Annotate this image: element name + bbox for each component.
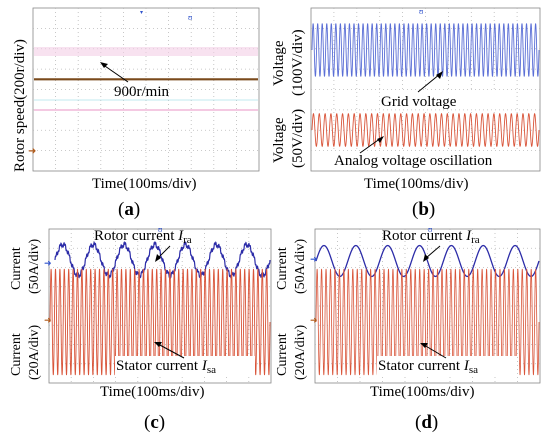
caption-c: (c): [144, 412, 165, 433]
panel-b-ylabel-2b: (50V/div): [290, 109, 306, 168]
panel-c-ylabel-2a: Current: [9, 333, 24, 376]
panel-d-annotation-1-text: Rotor current: [382, 228, 463, 244]
panel-d-annotation-2-text: Stator current: [378, 358, 461, 374]
panel-b-annotation-1: Grid voltage: [381, 94, 457, 110]
panel-c-annotation-2-I: I: [201, 358, 208, 374]
panel-a-annotation: 900r/min: [114, 84, 169, 100]
panel-c-arrowhead-2: [154, 342, 162, 347]
caption-b-letter: b: [418, 199, 429, 220]
caption-b: (b): [412, 199, 435, 220]
panel-b-marker-ch: ʊ: [419, 7, 424, 16]
panel-a-xlabel: Time(100ms/div): [92, 176, 196, 192]
panel-d-label-bg2: [377, 356, 517, 376]
panel-b-oscillation-trace: [311, 112, 540, 148]
caption-a: (a): [118, 199, 140, 220]
panel-c-ylabel-1b: (50A/div): [27, 238, 42, 294]
panel-d-ch-marker-1: ➜: [310, 254, 318, 264]
panel-a: 900r/min Rotor speed(200r/div) Time(100m…: [12, 7, 260, 192]
panel-d-arrow-2: [423, 344, 447, 359]
panel-b-annotation-2: Analog voltage oscillation: [334, 153, 493, 169]
panel-d-ylabel-2a: Current: [275, 333, 290, 376]
panel-c-arrow-2: [157, 343, 185, 359]
panel-c-xlabel: Time(100ms/div): [100, 384, 204, 400]
panel-d-rotor-current-trace: [315, 244, 540, 278]
caption-d: (d): [415, 412, 438, 433]
panel-d-xlabel: Time(100ms/div): [370, 384, 474, 400]
panel-a-arrowhead: [100, 62, 108, 68]
panel-c: Rotor current Ira Stator current Isa Cur…: [9, 225, 272, 400]
panel-c-annotation-1-sub: ra: [183, 234, 192, 246]
caption-c-letter: c: [150, 412, 158, 433]
panel-c-ylabel-2b: (20A/div): [27, 324, 42, 380]
panel-a-ylabel: Rotor speed(200r/div): [12, 39, 28, 172]
panel-d-arrowhead-1: [423, 254, 429, 262]
panel-c-ch-marker-2: ➜: [44, 315, 52, 325]
panel-d-annotation-2-I: I: [463, 358, 470, 374]
panel-d-annotation-1: Rotor current Ira: [382, 228, 480, 246]
panel-c-annotation-1: Rotor current Ira: [94, 228, 192, 246]
panel-d-arrow-1: [425, 245, 441, 259]
panel-b-ylabel-1a: Voltage: [271, 40, 287, 86]
panel-b: Grid voltage Analog voltage oscillation …: [271, 7, 541, 192]
panel-c-marker-ch: ʊ: [158, 225, 163, 234]
panel-d-annotation-1-sub: ra: [471, 234, 480, 246]
panel-c-annotation-2-text: Stator current: [116, 358, 199, 374]
panel-d-ylabel-1a: Current: [275, 247, 290, 290]
panel-b-ylabel-2a: Voltage: [271, 117, 287, 163]
panel-b-arrow-2: [359, 137, 382, 154]
panel-a-arrow: [101, 63, 129, 83]
panel-c-annotation-2-sub: sa: [207, 364, 216, 376]
panel-c-ylabel-1a: Current: [9, 247, 24, 290]
panel-d-ch-marker-2: ➜: [310, 315, 318, 325]
panel-c-label-bg2: [115, 356, 255, 376]
panel-b-ylabel-1b: (100V/div): [290, 29, 306, 96]
panel-b-grid-voltage-trace: [311, 23, 540, 77]
caption-a-letter: a: [124, 199, 134, 220]
panel-b-label-bg1: [380, 91, 498, 109]
panel-c-ch-marker-1: ➜: [44, 258, 52, 268]
panel-c-rotor-current-trace: [54, 241, 271, 279]
panel-d-ylabel-1b: (50A/div): [293, 238, 308, 294]
panel-c-annotation-1-text: Rotor current: [94, 228, 175, 244]
panel-b-xlabel: Time(100ms/div): [364, 176, 468, 192]
panel-d-marker-ch: ʊ: [428, 225, 433, 234]
panel-a-marker-t: ▾: [140, 10, 143, 16]
panel-d-ylabel-2b: (20A/div): [293, 324, 308, 380]
panel-c-arrowhead-1: [155, 254, 161, 262]
panel-a-marker-ch: ʊ: [188, 13, 193, 22]
panel-a-ch-marker: ➜: [28, 146, 36, 157]
panel-b-label-bg2: [333, 152, 533, 169]
panel-d-arrowhead-2: [420, 343, 428, 348]
panel-c-arrow-1: [157, 245, 171, 259]
panel-b-arrowhead-1: [436, 71, 443, 79]
panel-d: Rotor current Ira Stator current Isa Cur…: [275, 225, 541, 400]
panel-d-annotation-2: Stator current Isa: [378, 358, 478, 376]
caption-d-letter: d: [421, 412, 432, 433]
panel-a-marker-band: [34, 47, 258, 56]
panel-d-annotation-2-sub: sa: [469, 364, 478, 376]
panel-b-arrowhead-2: [377, 136, 384, 143]
panel-d-annotation-1-I: I: [465, 228, 472, 244]
panel-c-annotation-2: Stator current Isa: [116, 358, 216, 376]
panel-b-arrow-1: [417, 73, 441, 93]
panel-c-annotation-1-I: I: [177, 228, 184, 244]
